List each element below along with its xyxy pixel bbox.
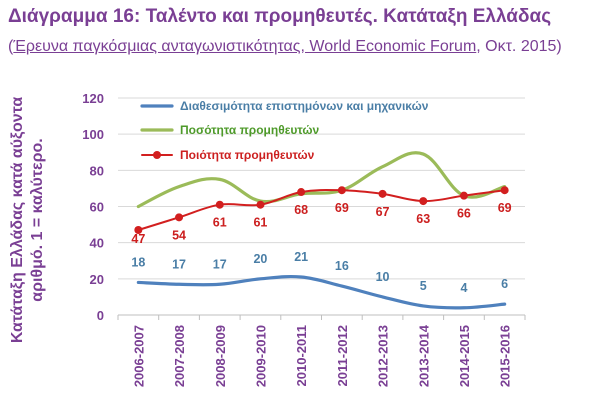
x-tick-label: 2006-2007 [131,325,146,387]
data-point [378,189,387,198]
data-label: 5 [420,279,427,293]
data-label: 47 [131,232,145,246]
data-label: 6 [501,277,508,291]
y-tick-label: 120 [82,91,104,106]
y-tick-label: 80 [90,163,104,178]
data-label: 10 [376,270,390,284]
chart-subtitle: (Έρευνα παγκόσμιας ανταγωνιστικότητας, W… [8,36,598,58]
series-line [137,188,506,232]
data-label: 16 [335,259,349,273]
data-label: 69 [335,201,349,215]
data-label: 20 [253,252,267,266]
x-tick-label: 2009-2010 [253,325,268,387]
data-point [419,197,428,206]
data-label: 18 [131,255,145,269]
y-tick-label: 20 [90,272,104,287]
y-tick-label: 40 [90,236,104,251]
y-tick-label: 0 [97,308,104,323]
data-point [337,186,346,195]
data-label: 66 [457,207,471,221]
data-label: 69 [498,201,512,215]
data-point [256,200,265,209]
data-point [215,200,224,209]
y-tick-label: 60 [90,200,104,215]
x-tick-label: 2007-2008 [172,325,187,387]
x-tick-label: 2011-2012 [335,325,350,386]
x-tick-label: 2015-2016 [498,325,513,387]
x-tick-label: 2012-2013 [376,325,391,387]
data-point [134,226,143,235]
data-point [297,188,306,197]
legend-entry: Διαθεσιμότητα επιστημόνων και μηχανικών [180,99,429,113]
series-line [136,274,507,310]
data-point [500,186,509,195]
legend-entry: Ποιότητα προμηθευτών [180,148,315,162]
data-label: 4 [460,281,467,295]
series-line [136,151,507,209]
data-label: 54 [172,228,186,242]
legend-entry: Ποσότητα προμηθευτών [180,123,320,137]
data-label: 63 [416,212,430,226]
chart-title: Διάγραμμα 16: Ταλέντο και προμηθευτές. Κ… [8,6,552,27]
subtitle-open: ( [8,38,14,55]
data-point [175,213,184,222]
data-label: 61 [253,216,267,230]
x-tick-label: 2013-2014 [416,324,431,387]
data-label: 67 [376,205,390,219]
data-label: 68 [294,203,308,217]
x-tick-label: 2014-2015 [457,325,472,387]
x-tick-label: 2008-2009 [213,325,228,387]
data-label: 21 [294,250,308,264]
y-tick-label: 100 [82,127,104,142]
data-label: 17 [172,257,186,271]
source-link[interactable]: Έρευνα παγκόσμιας ανταγωνιστικότητας, Wo… [13,38,477,55]
x-tick-label: 2010-2011 [294,325,309,386]
legend-marker [153,151,161,159]
data-label: 17 [213,257,227,271]
data-point [459,191,468,200]
data-label: 61 [213,216,227,230]
subtitle-rest: , Οκτ. 2015) [476,38,562,55]
